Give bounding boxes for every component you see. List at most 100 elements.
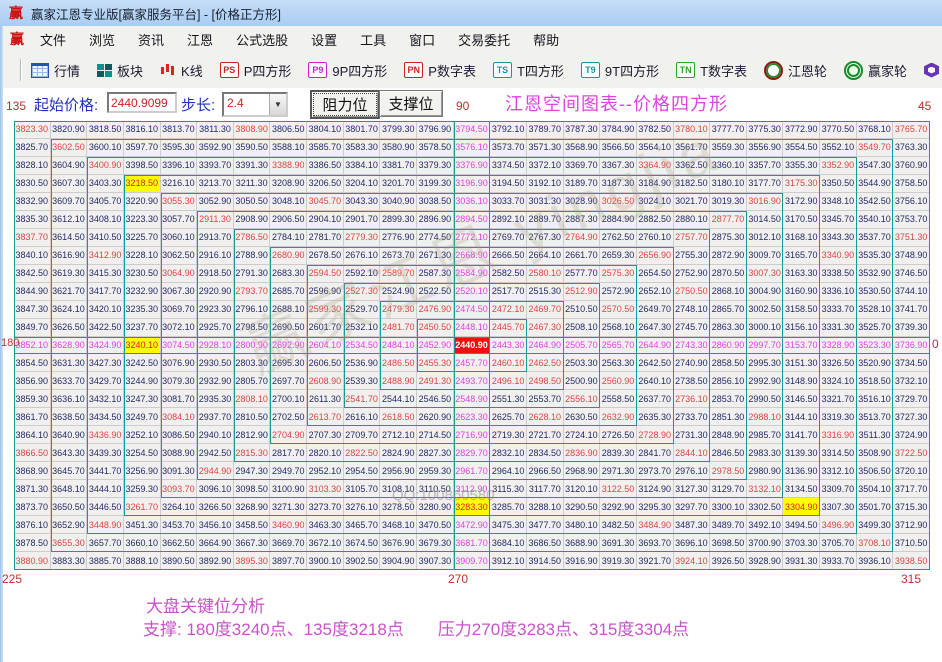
grid-cell[interactable]: 2539.30 — [343, 372, 381, 391]
grid-cell[interactable]: 3710.50 — [893, 534, 930, 553]
grid-cell[interactable]: 3818.50 — [87, 121, 124, 139]
grid-cell[interactable]: 2803.30 — [233, 354, 271, 373]
grid-cell[interactable]: 2695.30 — [270, 354, 308, 373]
grid-cell[interactable]: 3477.70 — [526, 516, 564, 535]
grid-cell[interactable]: 2594.50 — [307, 264, 344, 283]
grid-cell[interactable]: 2474.50 — [453, 300, 491, 319]
grid-cell[interactable]: 3859.30 — [14, 390, 51, 409]
grid-cell[interactable]: 3206.50 — [307, 174, 344, 193]
grid-cell[interactable]: 3696.10 — [673, 534, 711, 553]
grid-cell[interactable]: 3432.10 — [87, 390, 124, 409]
grid-cell[interactable]: 3422.50 — [87, 318, 124, 337]
grid-cell[interactable]: 3052.90 — [197, 192, 234, 211]
grid-cell[interactable]: 3050.50 — [233, 192, 271, 211]
grid-cell[interactable]: 3396.10 — [160, 156, 198, 175]
grid-cell[interactable]: 3888.10 — [123, 552, 161, 570]
grid-cell[interactable]: 2865.70 — [710, 300, 747, 319]
grid-cell[interactable]: 2469.70 — [526, 300, 564, 319]
grid-cell[interactable]: 3933.70 — [820, 552, 857, 570]
grid-cell[interactable]: 3240.10 — [123, 336, 161, 355]
grid-cell[interactable]: 2508.10 — [563, 318, 601, 337]
grid-cell[interactable]: 3669.70 — [270, 534, 308, 553]
grid-cell[interactable]: 2992.90 — [746, 372, 784, 391]
menu-item-6[interactable]: 工具 — [360, 32, 387, 48]
grid-cell[interactable]: 3261.70 — [123, 498, 161, 517]
grid-cell[interactable]: 3139.30 — [783, 444, 821, 463]
grid-cell[interactable]: 3736.90 — [893, 336, 930, 355]
grid-cell[interactable]: 3218.50 — [123, 174, 161, 193]
toolbar-button-K线[interactable]: K线 — [160, 61, 203, 80]
grid-cell[interactable]: 2548.90 — [453, 390, 491, 409]
grid-cell[interactable]: 2606.50 — [307, 354, 344, 373]
grid-cell[interactable]: 3609.70 — [50, 192, 88, 211]
grid-cell[interactable]: 3057.70 — [160, 210, 198, 229]
grid-cell[interactable]: 2642.50 — [636, 354, 674, 373]
grid-cell[interactable]: 2937.70 — [197, 408, 234, 427]
grid-cell[interactable]: 3314.50 — [820, 444, 857, 463]
grid-cell[interactable]: 3148.90 — [783, 372, 821, 391]
grid-cell[interactable]: 3672.10 — [307, 534, 344, 553]
grid-cell[interactable]: 3559.30 — [710, 138, 747, 157]
grid-cell[interactable]: 3650.50 — [50, 498, 88, 517]
grid-cell[interactable]: 3405.70 — [87, 192, 124, 211]
grid-cell[interactable]: 3168.10 — [783, 228, 821, 247]
toolbar-button-T数字表[interactable]: TN T数字表 — [676, 61, 747, 80]
grid-cell[interactable]: 2632.90 — [600, 408, 637, 427]
grid-cell[interactable]: 3048.10 — [270, 192, 308, 211]
grid-cell[interactable]: 3789.70 — [526, 121, 564, 139]
grid-cell[interactable]: 3849.70 — [14, 318, 51, 337]
grid-cell[interactable]: 2968.90 — [563, 462, 601, 481]
grid-cell[interactable]: 3842.50 — [14, 264, 51, 283]
grid-cell[interactable]: 2599.30 — [307, 300, 344, 319]
grid-cell[interactable]: 3412.90 — [87, 246, 124, 265]
grid-cell[interactable]: 3213.70 — [197, 174, 234, 193]
grid-cell[interactable]: 3146.50 — [783, 390, 821, 409]
grid-cell[interactable]: 3686.50 — [526, 534, 564, 553]
grid-cell[interactable]: 3194.50 — [490, 174, 527, 193]
grid-cell[interactable]: 3182.50 — [673, 174, 711, 193]
grid-cell[interactable]: 2844.10 — [673, 444, 711, 463]
grid-cell[interactable]: 2532.10 — [343, 318, 381, 337]
grid-cell[interactable]: 2455.30 — [417, 354, 454, 373]
grid-cell[interactable]: 3333.70 — [820, 300, 857, 319]
grid-cell[interactable]: 3014.50 — [746, 210, 784, 229]
grid-cell[interactable]: 3091.30 — [160, 462, 198, 481]
grid-cell[interactable]: 3604.90 — [50, 156, 88, 175]
grid-cell[interactable]: 2899.30 — [380, 210, 418, 229]
grid-cell[interactable]: 2704.90 — [270, 426, 308, 445]
grid-cell[interactable]: 2911.30 — [197, 210, 234, 229]
grid-cell[interactable]: 3530.50 — [856, 282, 894, 301]
grid-cell[interactable]: 3614.50 — [50, 228, 88, 247]
grid-cell[interactable]: 3883.30 — [50, 552, 88, 570]
grid-cell[interactable]: 3360.10 — [710, 156, 747, 175]
grid-cell[interactable]: 2798.50 — [233, 318, 271, 337]
grid-cell[interactable]: 3760.90 — [893, 156, 930, 175]
grid-cell[interactable]: 3436.90 — [87, 426, 124, 445]
grid-cell[interactable]: 3201.70 — [380, 174, 418, 193]
grid-cell[interactable]: 2536.90 — [343, 354, 381, 373]
grid-cell[interactable]: 3782.50 — [636, 121, 674, 139]
grid-cell[interactable]: 3352.90 — [820, 156, 857, 175]
grid-cell[interactable]: 2505.70 — [563, 336, 601, 355]
step-select[interactable]: 2.4 ▼ — [222, 92, 288, 117]
grid-cell[interactable]: 3326.50 — [820, 354, 857, 373]
grid-cell[interactable]: 2714.50 — [417, 426, 454, 445]
grid-cell[interactable]: 3823.30 — [14, 121, 51, 139]
grid-cell[interactable]: 2476.90 — [417, 300, 454, 319]
grid-cell[interactable]: 2832.10 — [490, 444, 527, 463]
grid-cell[interactable]: 3124.90 — [636, 480, 674, 499]
grid-cell[interactable]: 3460.90 — [270, 516, 308, 535]
grid-cell[interactable]: 3801.70 — [343, 121, 381, 139]
grid-cell[interactable]: 3170.50 — [783, 210, 821, 229]
grid-cell[interactable]: 2491.30 — [417, 372, 454, 391]
grid-cell[interactable]: 2750.50 — [673, 282, 711, 301]
grid-cell[interactable]: 3763.30 — [893, 138, 930, 157]
grid-cell[interactable]: 2522.50 — [417, 282, 454, 301]
grid-cell[interactable]: 3247.30 — [123, 390, 161, 409]
grid-cell[interactable]: 2440.90 — [453, 336, 491, 355]
grid-cell[interactable]: 2464.90 — [526, 336, 564, 355]
grid-cell[interactable]: 2517.70 — [490, 282, 527, 301]
grid-cell[interactable]: 3000.10 — [746, 318, 784, 337]
start-price-input[interactable] — [107, 92, 177, 113]
grid-cell[interactable]: 3055.30 — [160, 192, 198, 211]
